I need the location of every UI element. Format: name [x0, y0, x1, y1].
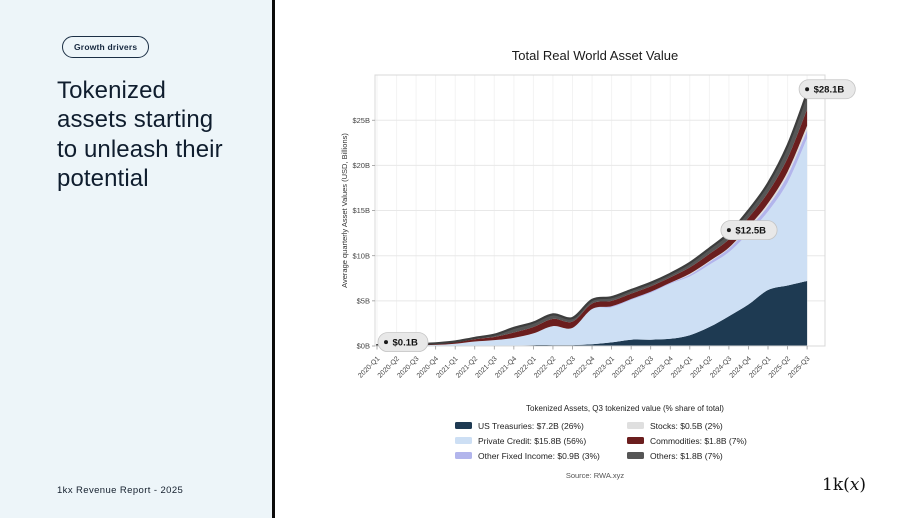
legend-label-others: Others: $1.8B (7%)	[650, 450, 723, 461]
legend-label-private-credit: Private Credit: $15.8B (56%)	[478, 435, 587, 446]
legend-swatch-other-fixed-income	[455, 452, 472, 459]
series-area-us-treasuries	[377, 281, 808, 347]
y-tick-label: $10B	[352, 251, 370, 260]
growth-drivers-badge: Growth drivers	[62, 36, 150, 58]
badge-label: Growth drivers	[74, 42, 138, 52]
chart-legend: Tokenized Assets, Q3 tokenized value (% …	[455, 404, 795, 463]
legend-item-other-fixed-income: Other Fixed Income: $0.9B (3%)	[455, 451, 627, 461]
logo-prefix: 1k(	[822, 475, 850, 495]
legend-title: Tokenized Assets, Q3 tokenized value (% …	[526, 404, 724, 413]
slide-heading: Tokenized assets starting to unleash the…	[57, 77, 223, 192]
legend-swatch-us-treasuries	[455, 422, 472, 429]
legend-grid: US Treasuries: $7.2B (26%) Private Credit…	[455, 418, 795, 463]
logo-x: x	[849, 475, 860, 495]
legend-label-other-fixed-income: Other Fixed Income: $0.9B (3%)	[478, 450, 600, 461]
legend-swatch-commodities	[627, 437, 644, 444]
legend-label-us-treasuries: US Treasuries: $7.2B (26%)	[478, 420, 584, 431]
legend-item-private-credit: Private Credit: $15.8B (56%)	[455, 436, 627, 446]
legend-item-stocks: Stocks: $0.5B (2%)	[627, 421, 795, 431]
svg-text:$0.1B: $0.1B	[393, 337, 418, 348]
y-tick-label: $20B	[352, 161, 370, 170]
legend-swatch-private-credit	[455, 437, 472, 444]
y-axis-label: Average quarterly Asset Values (USD, Bil…	[340, 133, 349, 288]
x-tick-label: 2025-Q3	[787, 355, 811, 379]
panel-divider	[272, 0, 275, 518]
y-tick-label: $0B	[357, 342, 370, 351]
legend-label-stocks: Stocks: $0.5B (2%)	[650, 420, 723, 431]
annotation-0.1B: $0.1B	[377, 332, 429, 352]
annotation-28.1B: $28.1B	[798, 79, 856, 100]
source-text: Source: RWA.xyz	[565, 471, 625, 480]
legend-swatch-stocks	[627, 422, 644, 429]
legend-label-commodities: Commodities: $1.8B (7%)	[650, 435, 747, 446]
y-tick-label: $5B	[357, 296, 370, 305]
legend-item-us-treasuries: US Treasuries: $7.2B (26%)	[455, 421, 627, 431]
legend-item-others: Others: $1.8B (7%)	[627, 451, 795, 461]
series-area-private-credit	[377, 138, 808, 347]
chart-svg: $0B$5B$10B$15B$20B$25B2020-Q12020-Q22020…	[340, 74, 856, 380]
chart-areas	[377, 93, 808, 347]
report-footer-text: 1kx Revenue Report - 2025	[57, 485, 184, 496]
chart-title: Total Real World Asset Value	[511, 48, 679, 63]
annotation-12.5B: $12.5B	[720, 220, 778, 241]
y-tick-label: $25B	[352, 116, 370, 125]
legend-swatch-others	[627, 452, 644, 459]
y-tick-label: $15B	[352, 206, 370, 215]
svg-text:$28.1B: $28.1B	[814, 85, 845, 96]
left-panel: Growth drivers Tokenized assets starting…	[0, 0, 272, 518]
logo-suffix: )	[859, 475, 866, 495]
logo-1kx: 1k(x)	[822, 475, 866, 495]
legend-item-commodities: Commodities: $1.8B (7%)	[627, 436, 795, 446]
svg-text:$12.5B: $12.5B	[735, 226, 766, 237]
